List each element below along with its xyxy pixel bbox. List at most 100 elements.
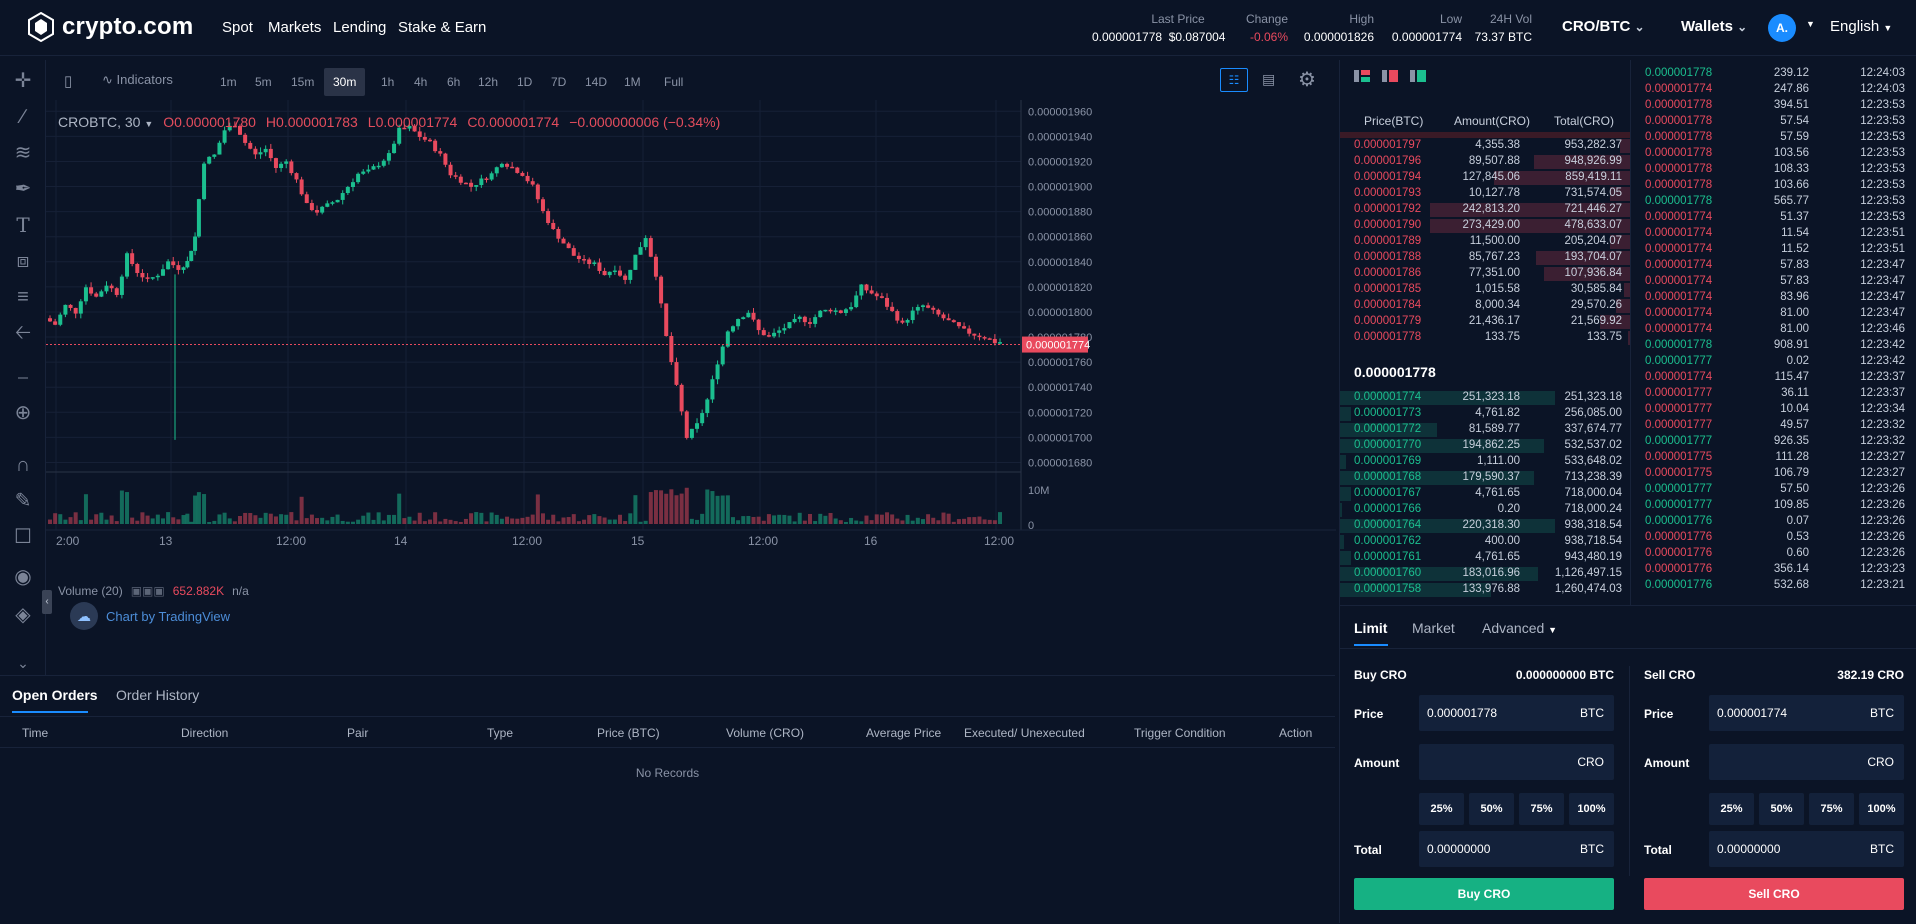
buy-amount-input[interactable]: CRO	[1419, 744, 1614, 780]
crosshair-icon[interactable]: ✛	[14, 70, 32, 92]
timeframe-4h[interactable]: 4h	[414, 75, 428, 89]
sell-amount-input[interactable]: CRO	[1709, 744, 1904, 780]
brush-icon[interactable]: ✒	[14, 178, 32, 200]
zoom-icon[interactable]: ⊕	[14, 402, 32, 424]
unlock-icon[interactable]: ☐	[14, 526, 32, 548]
depth-bar	[1340, 455, 1346, 469]
pattern-icon[interactable]: ⧈	[16, 250, 30, 272]
orders-panel: Open Orders Order History Time Direction…	[0, 675, 1335, 923]
buy-pct-50[interactable]: 50%	[1469, 793, 1514, 825]
sell-pct-75[interactable]: 75%	[1809, 793, 1854, 825]
tab-limit[interactable]: Limit	[1354, 620, 1388, 636]
buy-total-input[interactable]: 0.00000000 BTC	[1419, 831, 1614, 867]
book-asks-icon[interactable]	[1382, 70, 1398, 82]
symbol-selector[interactable]: CROBTC, 30 ▼	[58, 114, 153, 130]
buy-pct-75[interactable]: 75%	[1519, 793, 1564, 825]
timeframe-1h[interactable]: 1h	[381, 75, 395, 89]
book-both-icon[interactable]	[1354, 70, 1370, 82]
tab-advanced[interactable]: Advanced ▼	[1482, 620, 1557, 636]
trade-price: 0.000001778	[1645, 131, 1713, 143]
timeframe-15m[interactable]: 15m	[291, 75, 315, 89]
col-action: Action	[1279, 726, 1313, 740]
x-tick-label: 2:00	[56, 534, 80, 548]
change-value: -0.06%	[1249, 30, 1288, 44]
candle-body	[664, 303, 669, 337]
lock-drawing-icon[interactable]: ✎	[14, 490, 32, 512]
timeframe-1d[interactable]: 1D	[517, 75, 533, 89]
buy-pct-25[interactable]: 25%	[1419, 793, 1464, 825]
depth-chart-icon[interactable]: ▤	[1262, 71, 1276, 87]
ruler-icon[interactable]: ⎯	[18, 366, 28, 388]
price-chart[interactable]: 0.000001960 0.000001940 0.000001920 0.00000…	[46, 100, 1336, 675]
timeframe-1m[interactable]: 1m	[220, 75, 237, 89]
nav-stake-earn[interactable]: Stake & Earn	[398, 19, 487, 36]
avatar[interactable]: A.	[1768, 14, 1796, 42]
volume-bar	[582, 519, 587, 524]
crypto-logo[interactable]: crypto.com	[28, 12, 193, 42]
volume-bar	[155, 514, 160, 524]
settings-gear-icon[interactable]: ⚙	[1298, 69, 1316, 91]
crypto-lion-icon	[28, 12, 54, 42]
volume-bar	[433, 512, 438, 524]
layers-icon[interactable]: ◈	[15, 604, 31, 626]
timeframe-full[interactable]: Full	[664, 75, 684, 89]
tab-order-history[interactable]: Order History	[116, 687, 200, 703]
timeframe-30m[interactable]: 30m	[324, 68, 366, 96]
timeframe-6h[interactable]: 6h	[447, 75, 461, 89]
volume-bar	[484, 521, 489, 524]
tab-open-orders[interactable]: Open Orders	[12, 687, 98, 703]
sell-total-input[interactable]: 0.00000000 BTC	[1709, 831, 1904, 867]
volume-bar	[602, 517, 607, 524]
sell-price-input[interactable]: 0.000001774 BTC	[1709, 695, 1904, 731]
volume-indicator-label[interactable]: Volume (20)	[58, 584, 123, 598]
sell-cro-button[interactable]: Sell CRO	[1644, 878, 1904, 910]
tradingview-attribution[interactable]: ☁ Chart by TradingView	[70, 602, 230, 630]
sell-pct-100[interactable]: 100%	[1859, 793, 1904, 825]
nav-spot[interactable]: Spot	[222, 19, 253, 36]
language-selector[interactable]: English ▼	[1830, 18, 1892, 35]
volume-bar	[653, 490, 658, 524]
candle-body	[494, 167, 499, 174]
trend-line-icon[interactable]: ∕	[21, 106, 25, 128]
volume-bar	[335, 514, 340, 524]
prediction-icon[interactable]: ≡	[17, 286, 29, 308]
timeframe-12h[interactable]: 12h	[478, 75, 499, 89]
back-arrow-icon[interactable]: 🡠	[14, 322, 32, 344]
buy-cro-button[interactable]: Buy CRO	[1354, 878, 1614, 910]
candle-body	[94, 293, 99, 297]
collapse-handle-icon[interactable]: ‹	[42, 590, 52, 614]
fib-icon[interactable]: ≋	[14, 142, 32, 164]
text-icon[interactable]: T	[16, 213, 30, 237]
chevron-down-icon: ⌄	[1634, 20, 1645, 34]
timeframe-14d[interactable]: 14D	[585, 75, 608, 89]
candle-body	[951, 320, 956, 323]
volume-bar	[525, 516, 530, 524]
candlestick-view-icon[interactable]: ☷	[1220, 68, 1248, 92]
wallets-menu[interactable]: Wallets ⌄	[1681, 18, 1747, 35]
indicators-button[interactable]: ∿ Indicators	[102, 72, 173, 88]
timeframe-5m[interactable]: 5m	[255, 75, 272, 89]
eye-icon[interactable]: ◉	[14, 566, 32, 588]
sell-pct-50[interactable]: 50%	[1759, 793, 1804, 825]
magnet-icon[interactable]: ∩	[15, 454, 31, 476]
trade-price: 0.000001776	[1645, 563, 1713, 575]
candle-body	[484, 178, 489, 181]
pair-selector[interactable]: CRO/BTC ⌄	[1562, 18, 1645, 35]
nav-markets[interactable]: Markets	[268, 19, 322, 36]
book-bids-icon[interactable]	[1410, 70, 1426, 82]
caret-down-icon[interactable]: ▼	[1806, 19, 1815, 29]
nav-lending[interactable]: Lending	[333, 19, 387, 36]
candle-type-icon[interactable]: ▯	[64, 73, 73, 90]
chevron-down-icon[interactable]: ⌄	[17, 655, 29, 671]
timeframe-7d[interactable]: 7D	[551, 75, 567, 89]
buy-price-input[interactable]: 0.000001778 BTC	[1419, 695, 1614, 731]
sell-pct-25[interactable]: 25%	[1709, 793, 1754, 825]
bid-total: 713,238.39	[1564, 471, 1622, 483]
trade-amount: 106.79	[1773, 467, 1809, 479]
timeframe-1M[interactable]: 1M	[624, 75, 641, 89]
volume-bar	[977, 516, 982, 524]
indicator-controls-icon[interactable]: ▣▣▣	[130, 584, 165, 598]
buy-pct-100[interactable]: 100%	[1569, 793, 1614, 825]
symbol-label: CROBTC, 30	[58, 114, 141, 130]
tab-market[interactable]: Market	[1412, 620, 1455, 636]
